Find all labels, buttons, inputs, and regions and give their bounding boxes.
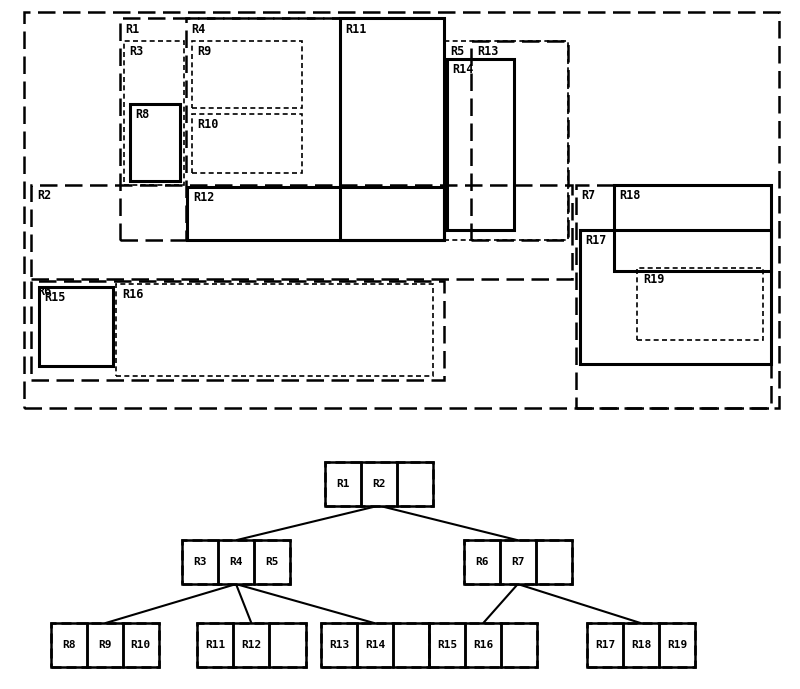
Bar xyxy=(446,59,514,230)
Bar xyxy=(357,624,393,667)
Text: R14: R14 xyxy=(365,640,385,650)
Text: R6: R6 xyxy=(37,285,51,298)
Text: R1: R1 xyxy=(126,23,140,36)
Text: R16: R16 xyxy=(122,287,143,300)
Bar xyxy=(86,624,122,667)
Text: R14: R14 xyxy=(452,63,474,76)
Bar xyxy=(31,280,445,380)
Bar xyxy=(254,540,290,584)
Bar xyxy=(445,41,568,240)
Text: R17: R17 xyxy=(585,234,606,247)
Text: R3: R3 xyxy=(130,45,144,58)
Text: R10: R10 xyxy=(198,118,218,131)
Bar xyxy=(623,624,659,667)
Text: R11: R11 xyxy=(346,23,367,36)
Text: R17: R17 xyxy=(595,640,615,650)
Bar xyxy=(50,624,159,667)
Text: R4: R4 xyxy=(191,23,206,36)
Bar xyxy=(198,624,306,667)
Bar xyxy=(321,624,357,667)
Bar xyxy=(429,624,465,667)
Bar xyxy=(120,19,445,240)
Bar xyxy=(31,185,572,278)
Text: R13: R13 xyxy=(329,640,349,650)
Text: R2: R2 xyxy=(37,189,51,202)
Bar xyxy=(192,114,302,173)
Text: R6: R6 xyxy=(475,557,489,567)
Bar xyxy=(116,283,433,376)
Text: R19: R19 xyxy=(643,273,664,285)
Bar xyxy=(130,104,180,181)
Bar xyxy=(397,462,433,506)
Bar xyxy=(393,624,429,667)
Text: R9: R9 xyxy=(198,45,212,58)
Text: R18: R18 xyxy=(620,189,641,202)
Bar xyxy=(465,624,501,667)
Bar xyxy=(122,624,159,667)
Bar xyxy=(536,540,572,584)
Bar xyxy=(182,540,218,584)
Bar xyxy=(340,19,445,240)
Text: R7: R7 xyxy=(511,557,525,567)
Bar xyxy=(270,624,306,667)
Bar xyxy=(587,624,695,667)
Bar xyxy=(429,624,537,667)
Text: R5: R5 xyxy=(266,557,278,567)
Bar xyxy=(471,41,568,240)
Bar xyxy=(39,287,113,366)
Bar xyxy=(464,540,572,584)
Bar xyxy=(361,462,397,506)
Bar xyxy=(576,185,771,408)
Bar xyxy=(321,624,429,667)
Bar xyxy=(500,540,536,584)
Text: R4: R4 xyxy=(230,557,242,567)
Bar xyxy=(234,624,270,667)
Text: R12: R12 xyxy=(193,192,214,204)
Text: R8: R8 xyxy=(62,640,75,650)
Bar xyxy=(501,624,537,667)
Bar xyxy=(587,624,623,667)
Bar xyxy=(325,462,433,506)
Text: R12: R12 xyxy=(242,640,262,650)
Bar xyxy=(182,540,290,584)
Text: R9: R9 xyxy=(98,640,111,650)
Text: R15: R15 xyxy=(437,640,457,650)
Text: R7: R7 xyxy=(581,189,595,202)
Bar xyxy=(579,230,771,364)
Bar xyxy=(198,624,234,667)
Text: R18: R18 xyxy=(631,640,651,650)
Bar xyxy=(325,462,361,506)
Text: R15: R15 xyxy=(45,291,66,304)
Bar xyxy=(124,41,184,185)
Text: R11: R11 xyxy=(206,640,226,650)
Text: R16: R16 xyxy=(473,640,493,650)
Bar xyxy=(187,187,445,240)
Bar xyxy=(659,624,695,667)
Bar xyxy=(464,540,500,584)
Text: R13: R13 xyxy=(477,45,498,58)
Bar xyxy=(186,19,445,240)
Bar xyxy=(614,185,771,271)
Text: R3: R3 xyxy=(194,557,206,567)
Text: R2: R2 xyxy=(372,479,386,489)
Text: R8: R8 xyxy=(136,108,150,121)
Text: R5: R5 xyxy=(450,45,464,58)
Bar xyxy=(218,540,254,584)
Bar xyxy=(638,269,763,340)
Text: R19: R19 xyxy=(667,640,687,650)
Text: R1: R1 xyxy=(336,479,350,489)
Bar xyxy=(192,41,302,108)
Text: R10: R10 xyxy=(130,640,151,650)
Bar xyxy=(50,624,86,667)
